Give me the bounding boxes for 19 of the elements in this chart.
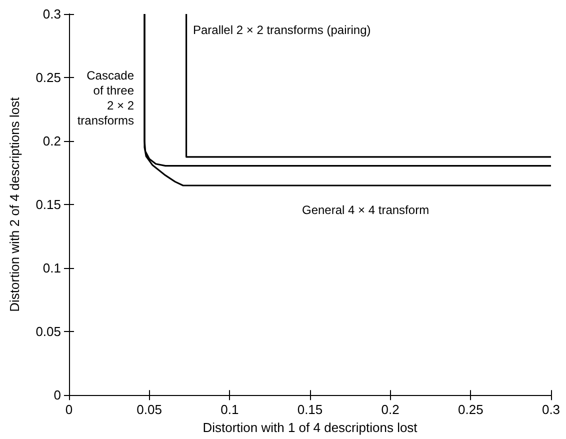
- y-tick-label: 0.05: [36, 324, 61, 340]
- x-tick-label: 0.25: [458, 402, 484, 418]
- y-tick-label: 0: [54, 388, 61, 403]
- y-tick-label: 0.3: [42, 6, 61, 22]
- y-tick-label: 0.2: [42, 134, 61, 149]
- y-tick-label: 0.25: [36, 70, 61, 86]
- x-tick-label: 0.3: [542, 402, 560, 418]
- x-tick-label: 0.2: [381, 402, 400, 418]
- x-tick-label: 0.05: [136, 402, 162, 418]
- x-axis-title: Distortion with 1 of 4 descriptions lost: [202, 420, 418, 435]
- annotation: Cascade of three 2 × 2 transforms: [77, 68, 134, 128]
- annotation: Parallel 2 × 2 transforms (pairing): [193, 23, 371, 37]
- x-tick-label: 0: [65, 402, 73, 418]
- y-tick-label: 0.1: [42, 260, 61, 276]
- x-tick-label: 0.1: [220, 402, 239, 418]
- x-tick-label: 0.15: [297, 402, 323, 418]
- y-axis-title: Distortion with 2 of 4 descriptions lost: [7, 96, 22, 312]
- y-tick-label: 0.15: [36, 197, 61, 212]
- annotation: General 4 × 4 transform: [302, 203, 430, 217]
